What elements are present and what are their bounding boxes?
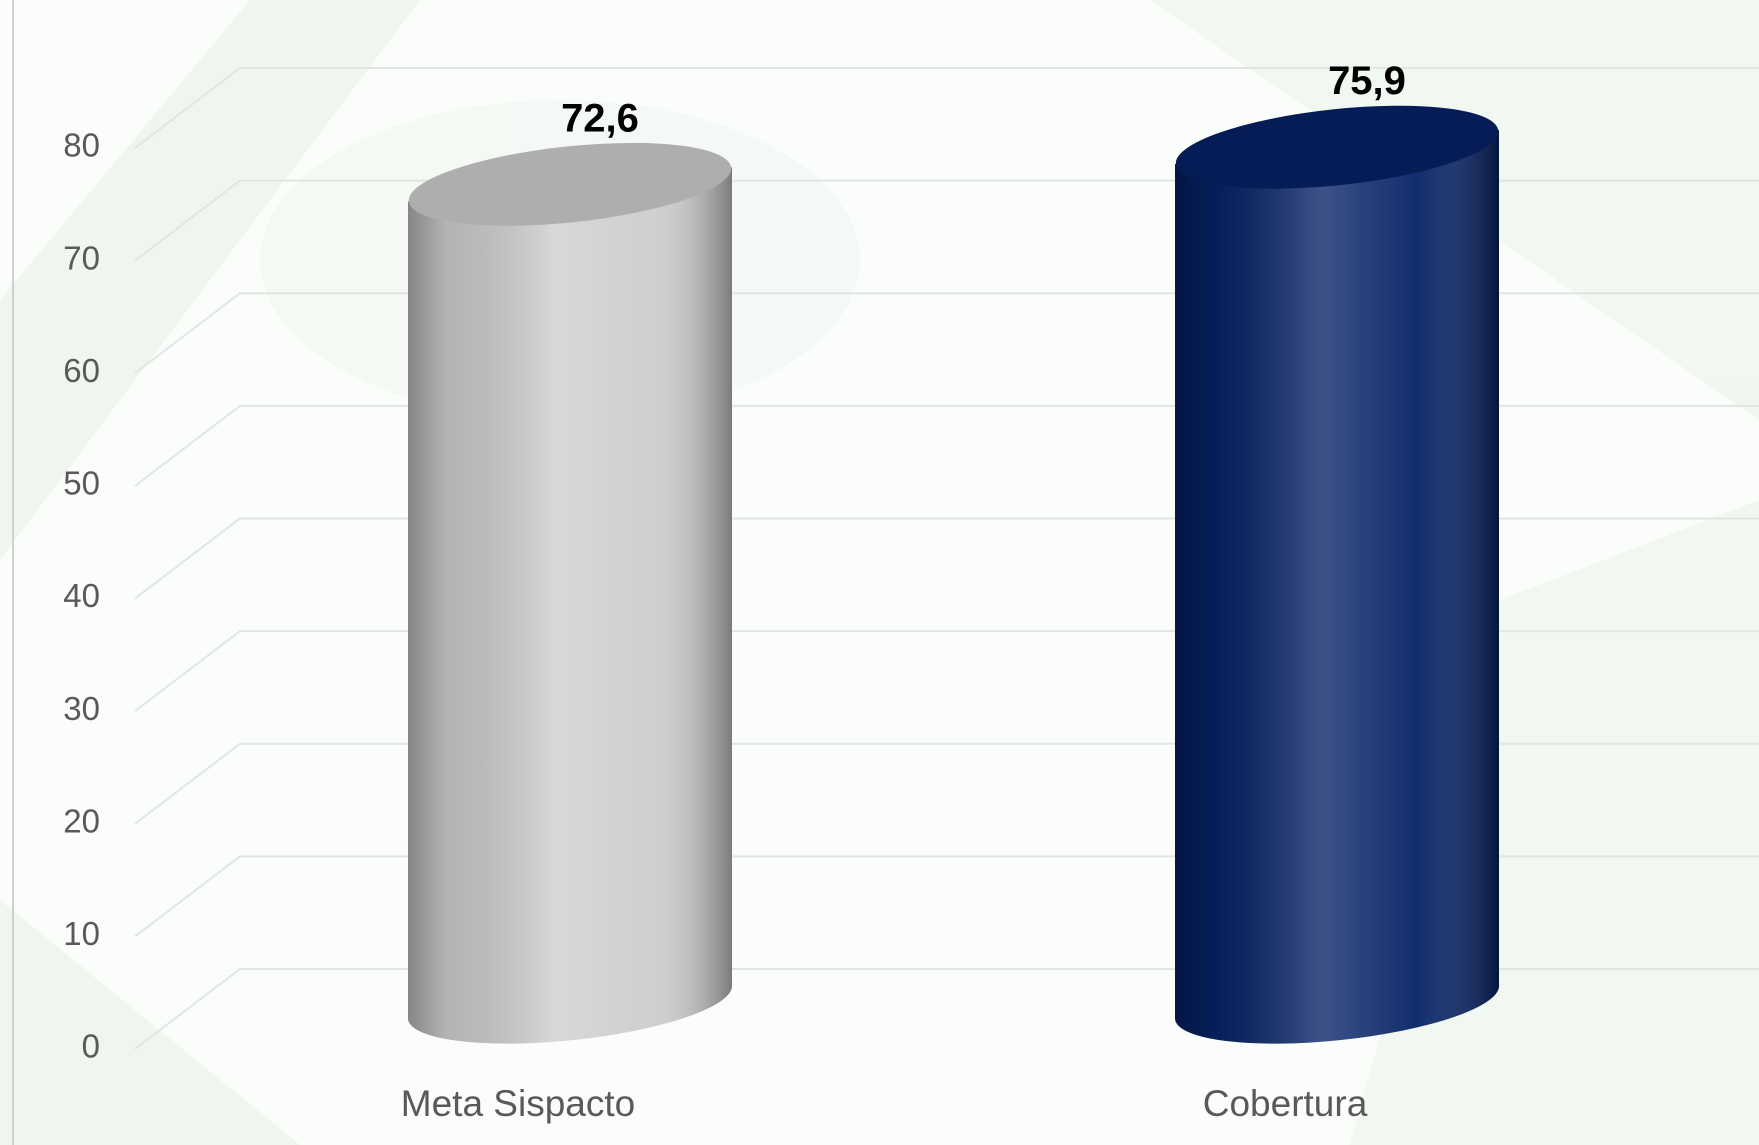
x-tick-label: Meta Sispacto bbox=[401, 1083, 635, 1124]
y-tick-label: 10 bbox=[63, 915, 100, 952]
y-tick-label: 0 bbox=[82, 1028, 100, 1065]
bar-top bbox=[408, 142, 732, 226]
y-tick-label: 40 bbox=[63, 577, 100, 614]
value-label: 72,6 bbox=[561, 96, 639, 140]
x-tick-label: Cobertura bbox=[1203, 1083, 1368, 1124]
value-label: 75,9 bbox=[1328, 59, 1406, 103]
bar-top-shade bbox=[408, 142, 732, 226]
bar-shade bbox=[408, 167, 733, 1044]
y-tick-label: 20 bbox=[63, 802, 100, 839]
y-tick-label: 60 bbox=[63, 352, 100, 389]
bar-top bbox=[1175, 105, 1499, 189]
y-tick-label: 50 bbox=[63, 465, 100, 502]
grid-line bbox=[134, 67, 1759, 149]
y-tick-label: 80 bbox=[63, 127, 100, 164]
y-tick-label: 70 bbox=[63, 239, 100, 276]
bar-top-shade bbox=[1175, 105, 1499, 189]
y-tick-label: 30 bbox=[63, 690, 100, 727]
bar-shade bbox=[1175, 130, 1500, 1044]
